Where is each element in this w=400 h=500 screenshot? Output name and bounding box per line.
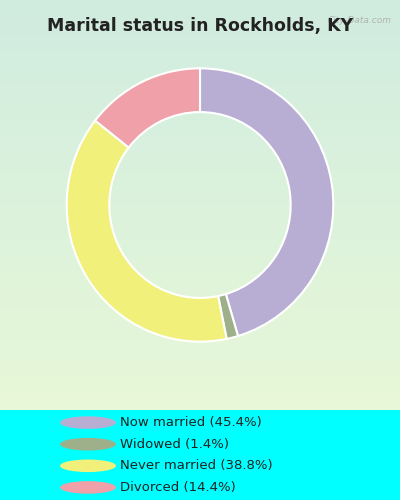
Wedge shape	[95, 68, 200, 148]
Text: Never married (38.8%): Never married (38.8%)	[120, 460, 273, 472]
Circle shape	[60, 438, 116, 450]
Wedge shape	[200, 68, 333, 336]
Wedge shape	[218, 294, 238, 339]
Text: Now married (45.4%): Now married (45.4%)	[120, 416, 262, 429]
Circle shape	[60, 481, 116, 494]
Text: Marital status in Rockholds, KY: Marital status in Rockholds, KY	[47, 18, 353, 36]
Circle shape	[60, 416, 116, 429]
Text: City-Data.com: City-Data.com	[328, 16, 392, 26]
Wedge shape	[67, 120, 227, 342]
Text: Divorced (14.4%): Divorced (14.4%)	[120, 481, 236, 494]
Circle shape	[60, 460, 116, 472]
Text: Widowed (1.4%): Widowed (1.4%)	[120, 438, 229, 450]
